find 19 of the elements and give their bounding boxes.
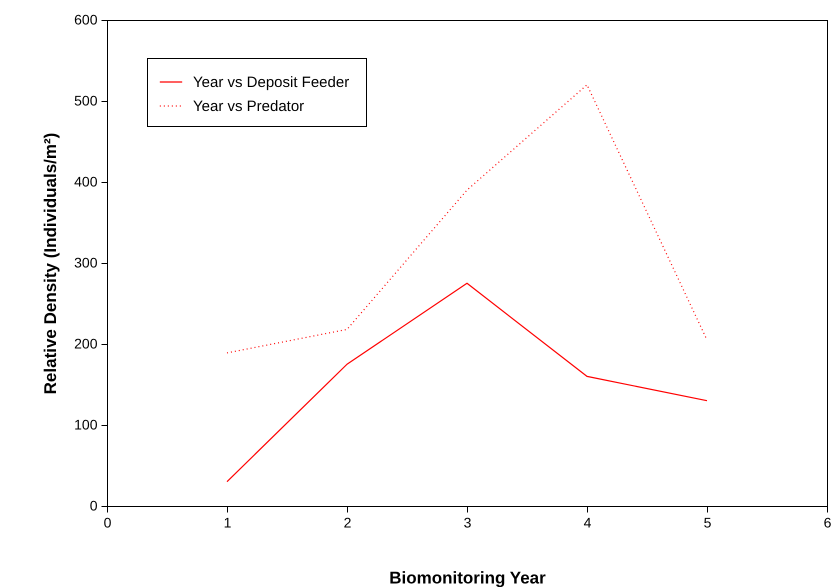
x-tick-label: 0 bbox=[104, 514, 112, 530]
y-tick-label: 400 bbox=[74, 174, 98, 190]
x-tick-label: 3 bbox=[464, 514, 472, 530]
x-tick-label: 2 bbox=[344, 514, 352, 530]
x-tick-label: 4 bbox=[584, 514, 592, 530]
y-tick-label: 100 bbox=[74, 416, 98, 432]
x-tick-label: 6 bbox=[824, 514, 832, 530]
legend-label: Year vs Deposit Feeder bbox=[193, 74, 350, 91]
x-axis-title: Biomonitoring Year bbox=[389, 568, 546, 587]
line-series bbox=[226, 282, 708, 482]
y-tick-label: 600 bbox=[74, 12, 98, 28]
x-tick-label: 1 bbox=[224, 514, 232, 530]
y-axis-title: Relative Density (Individuals/m²) bbox=[41, 132, 60, 394]
legend-label: Year vs Predator bbox=[193, 98, 304, 115]
y-tick-label: 500 bbox=[74, 92, 98, 108]
y-tick-label: 0 bbox=[90, 498, 98, 514]
y-tick-label: 200 bbox=[74, 336, 98, 352]
y-tick-label: 300 bbox=[74, 254, 98, 270]
x-tick-label: 5 bbox=[704, 514, 712, 530]
